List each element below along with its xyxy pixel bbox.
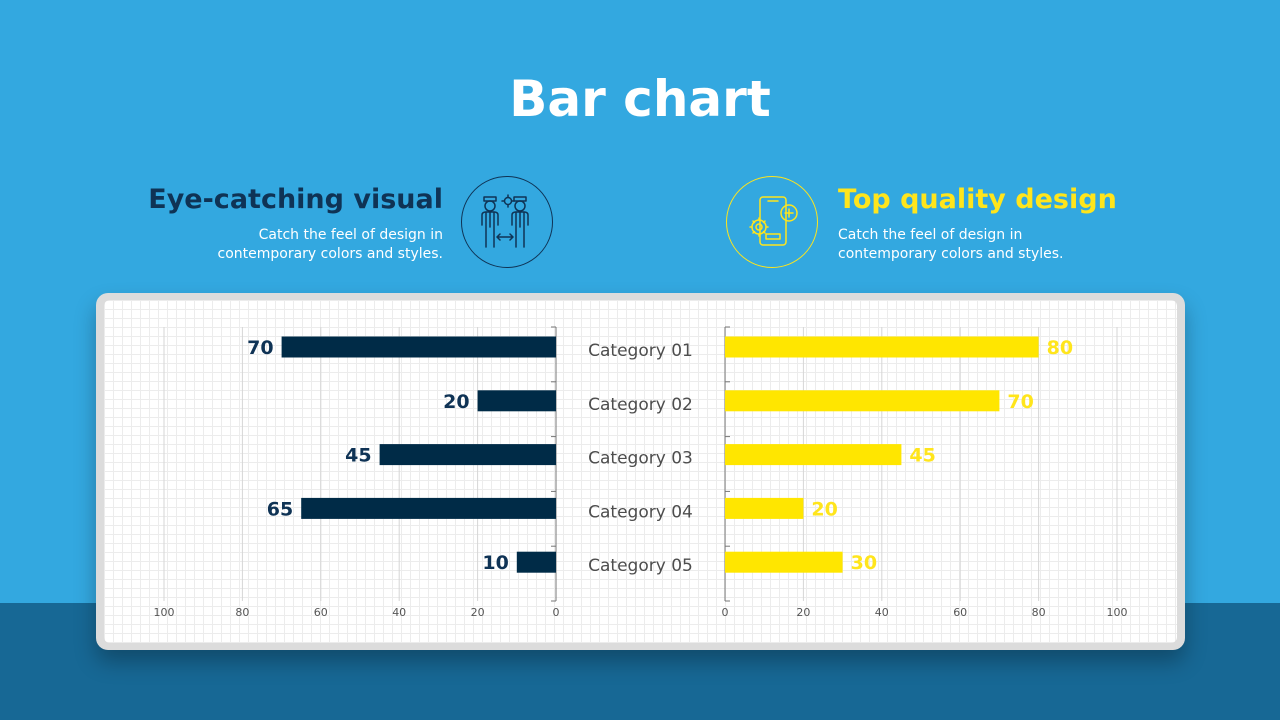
left-bar xyxy=(516,551,556,573)
left-tick-label: 60 xyxy=(314,606,328,619)
right-bar xyxy=(725,444,902,466)
right-bar xyxy=(725,551,843,573)
mobile-virus-care-icon xyxy=(726,176,818,268)
right-data-label: 20 xyxy=(811,498,837,520)
left-tick-label: 40 xyxy=(392,606,406,619)
right-bar xyxy=(725,390,1000,412)
right-data-label: 70 xyxy=(1007,391,1033,413)
right-tick-label: 60 xyxy=(953,606,967,619)
right-feature-text: Catch the feel of design in contemporary… xyxy=(838,227,1064,262)
chart-panel: 100 80 60 40 20 0 0 20 40 60 80 100 Category 01 70 80 C… xyxy=(104,300,1177,643)
left-data-label: 10 xyxy=(482,552,508,574)
left-data-label: 20 xyxy=(443,391,469,413)
left-bar xyxy=(477,390,556,412)
right-tick-label: 100 xyxy=(1107,606,1128,619)
left-bar xyxy=(379,444,556,466)
left-bar xyxy=(301,497,556,519)
left-tick-label: 0 xyxy=(553,606,560,619)
slide-title: Bar chart xyxy=(509,70,771,128)
right-tick-label: 0 xyxy=(722,606,729,619)
left-bar xyxy=(281,336,556,358)
category-label: Category 02 xyxy=(588,395,693,415)
right-data-label: 30 xyxy=(851,552,877,574)
left-data-label: 70 xyxy=(247,337,273,359)
right-feature-heading: Top quality design xyxy=(838,184,1117,215)
right-tick-label: 20 xyxy=(796,606,810,619)
left-feature-heading: Eye-catching visual xyxy=(148,184,443,215)
category-label: Category 03 xyxy=(588,449,693,469)
right-tick-label: 80 xyxy=(1032,606,1046,619)
chart-card: 100 80 60 40 20 0 0 20 40 60 80 100 Category 01 70 80 C… xyxy=(96,293,1185,650)
left-tick-label: 20 xyxy=(471,606,485,619)
right-data-label: 80 xyxy=(1047,337,1073,359)
left-data-label: 45 xyxy=(345,445,371,467)
right-bar xyxy=(725,497,804,519)
category-label: Category 04 xyxy=(588,502,693,522)
right-tick-label: 40 xyxy=(875,606,889,619)
category-label: Category 01 xyxy=(588,341,693,361)
doctors-distance-icon xyxy=(461,176,553,268)
category-label: Category 05 xyxy=(588,556,693,576)
right-bar xyxy=(725,336,1039,358)
right-data-label: 45 xyxy=(909,445,935,467)
left-data-label: 65 xyxy=(267,498,293,520)
left-tick-label: 80 xyxy=(235,606,249,619)
left-feature-text: Catch the feel of design in contemporary… xyxy=(217,227,443,262)
butterfly-bar-chart: 100 80 60 40 20 0 0 20 40 60 80 100 Category 01 70 80 C… xyxy=(154,326,1128,619)
left-tick-label: 100 xyxy=(154,606,175,619)
